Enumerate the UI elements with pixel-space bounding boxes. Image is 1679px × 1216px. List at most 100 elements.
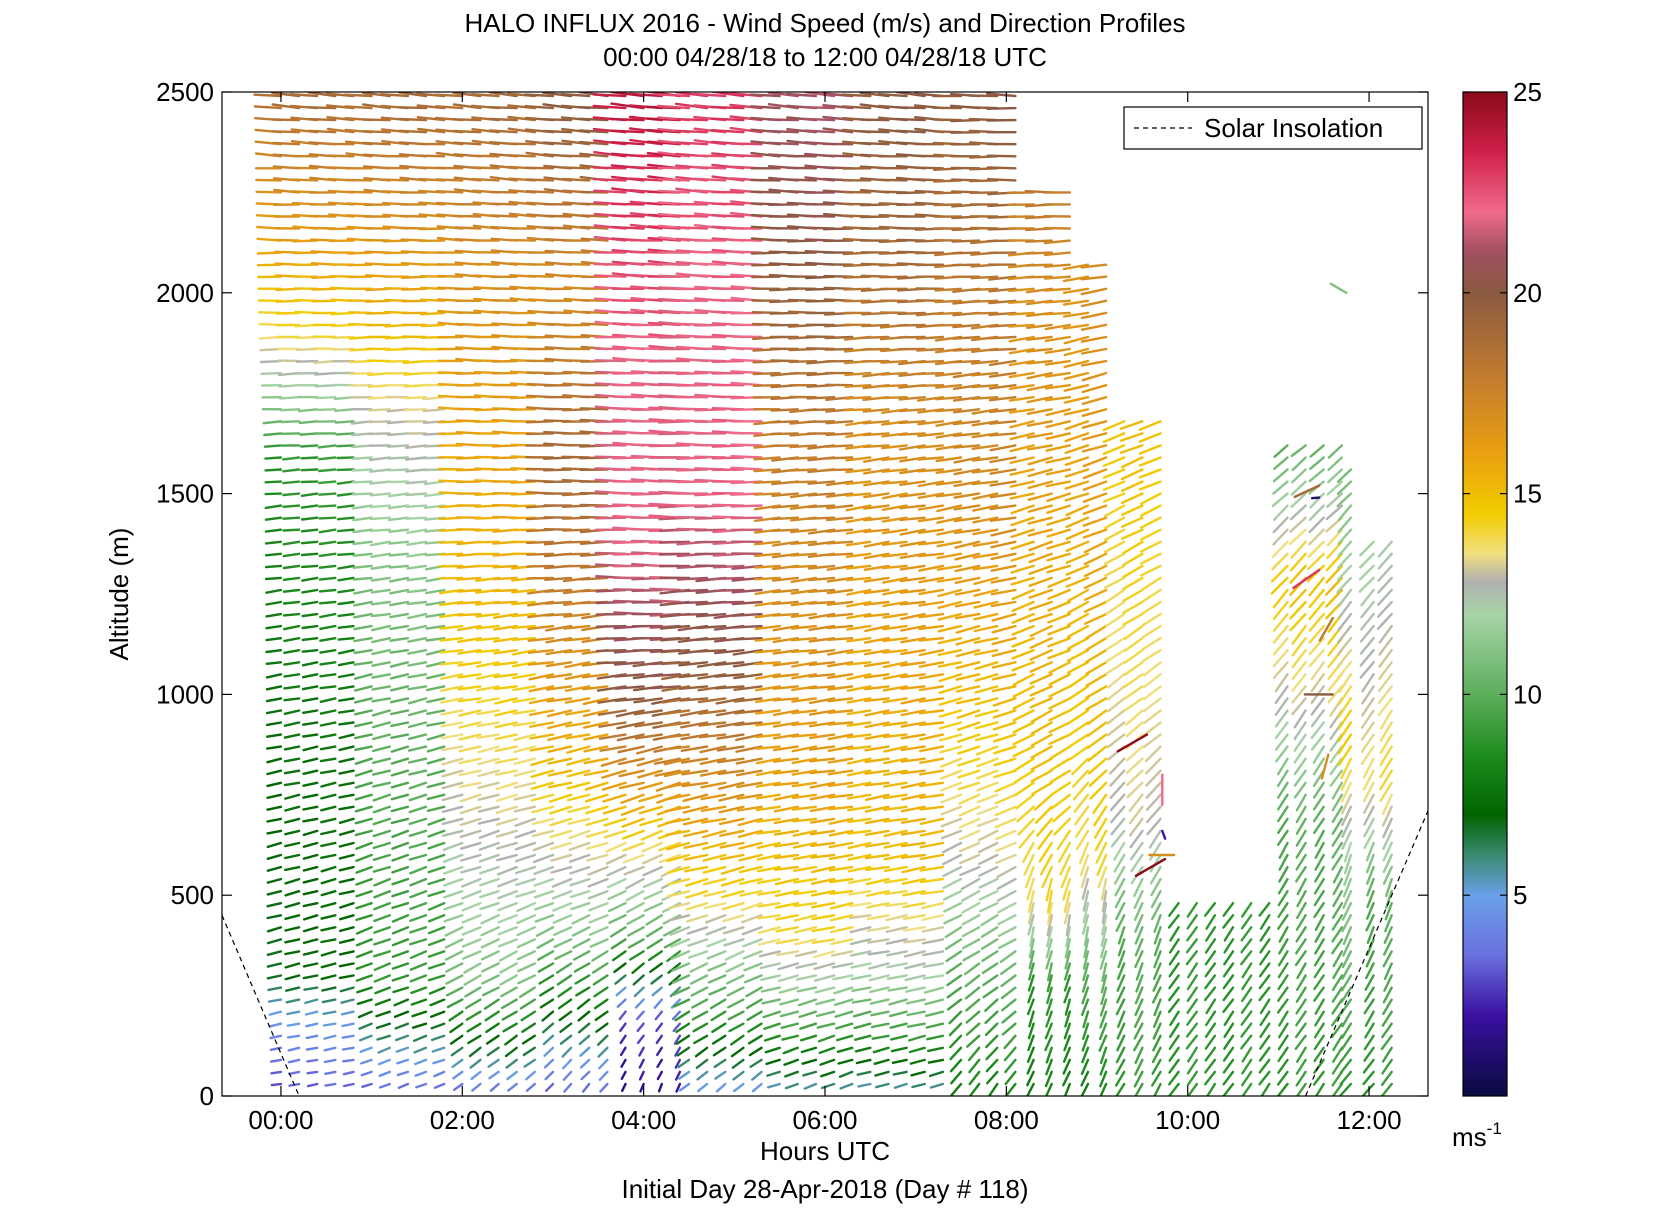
wind-barb: [917, 480, 945, 488]
wind-barb: [882, 673, 908, 680]
wind-barb: [541, 1010, 555, 1022]
wind-barb: [497, 890, 518, 900]
wind-barb: [1010, 516, 1035, 527]
wind-barb: [371, 649, 391, 656]
wind-barb: [1276, 769, 1289, 788]
wind-barb: [698, 721, 727, 727]
wind-barb: [596, 661, 627, 665]
wind-barb: [626, 914, 645, 925]
wind-barb: [527, 624, 555, 631]
wind-barb: [563, 1082, 573, 1093]
wind-barb: [959, 853, 981, 865]
wind-barb: [1049, 757, 1072, 772]
wind-barb: [984, 1010, 999, 1025]
wind-barb: [751, 1070, 763, 1081]
wind-barb: [585, 829, 609, 838]
wind-barb: [320, 781, 337, 788]
wind-barb: [1122, 600, 1144, 614]
wind-barb: [408, 853, 428, 861]
wind-barb: [569, 853, 591, 863]
wind-barb: [1062, 275, 1090, 283]
wind-barb: [1274, 673, 1289, 693]
wind-barb: [760, 986, 781, 993]
wind-barb: [497, 865, 518, 876]
wind-barb: [918, 709, 945, 715]
wind-barb: [270, 1082, 283, 1087]
wind-barb: [1141, 600, 1162, 615]
wind-barb: [914, 166, 945, 170]
wind-barb: [774, 853, 799, 860]
wind-barb: [863, 504, 890, 510]
wind-barb: [565, 721, 591, 728]
wind-barb: [820, 1082, 836, 1090]
wind-barb: [1096, 853, 1108, 877]
wind-barb: [847, 829, 872, 835]
wind-barb: [302, 793, 319, 799]
wind-barb: [580, 237, 609, 242]
wind-barb: [375, 1010, 391, 1018]
x-axis-sublabel: Initial Day 28-Apr-2018 (Day # 118): [621, 1174, 1028, 1204]
wind-barb: [1044, 323, 1072, 331]
wind-barb: [612, 395, 645, 399]
wind-barb: [338, 709, 355, 714]
wind-barb: [1048, 673, 1072, 686]
wind-barb: [302, 781, 319, 787]
wind-barb: [882, 576, 908, 584]
wind-barb: [1047, 600, 1072, 612]
wind-barb: [957, 781, 981, 791]
wind-barb: [1030, 721, 1053, 735]
wind-barb: [881, 468, 908, 473]
wind-barb: [884, 902, 908, 908]
wind-barb: [846, 637, 872, 643]
wind-barb: [319, 697, 337, 703]
wind-barb: [718, 805, 745, 814]
wind-barb: [976, 781, 999, 792]
wind-barb: [319, 673, 337, 678]
wind-barb: [494, 709, 518, 717]
wind-barb: [846, 649, 872, 655]
wind-barb: [839, 1082, 854, 1090]
wind-barb: [1308, 468, 1325, 483]
wind-barb: [684, 877, 709, 887]
wind-barb: [703, 877, 727, 886]
wind-barb: [1331, 902, 1344, 919]
wind-barb: [1273, 444, 1289, 458]
wind-barb: [778, 986, 799, 994]
wind-barb: [881, 480, 908, 485]
wind-barb: [828, 817, 854, 825]
wind-barb: [484, 1010, 500, 1022]
wind-barb: [369, 528, 391, 532]
wind-barb: [1379, 733, 1393, 754]
wind-barb: [319, 624, 337, 630]
wind-barb: [973, 637, 999, 644]
wind-barb: [919, 733, 945, 741]
wind-barb: [355, 902, 373, 910]
wind-barb: [672, 986, 691, 996]
wind-barb: [1083, 588, 1108, 601]
wind-barb: [946, 998, 963, 1011]
wind-barb: [808, 673, 836, 678]
wind-barb: [694, 528, 727, 532]
wind-barb: [925, 1010, 945, 1017]
wind-barb: [1053, 817, 1072, 836]
wind-barb: [890, 1046, 908, 1053]
wind-barb: [408, 817, 428, 826]
wind-barb: [1051, 793, 1072, 810]
wind-barb: [917, 552, 945, 558]
wind-barb: [615, 986, 627, 997]
wind-barb: [921, 914, 945, 921]
wind-barb: [658, 853, 682, 864]
wind-barb: [1377, 588, 1393, 606]
wind-barb: [1293, 757, 1307, 776]
wind-barb: [779, 998, 799, 1006]
wind-barb: [1134, 938, 1144, 957]
wind-barb: [1025, 335, 1053, 341]
wind-barb: [1037, 829, 1053, 850]
wind-barb: [355, 950, 373, 959]
wind-barb: [542, 1034, 555, 1046]
wind-barb: [1153, 950, 1162, 969]
wind-barb: [370, 576, 391, 582]
wind-barb: [284, 914, 301, 920]
wind-barb: [1028, 962, 1035, 981]
wind-barb: [1082, 962, 1090, 982]
